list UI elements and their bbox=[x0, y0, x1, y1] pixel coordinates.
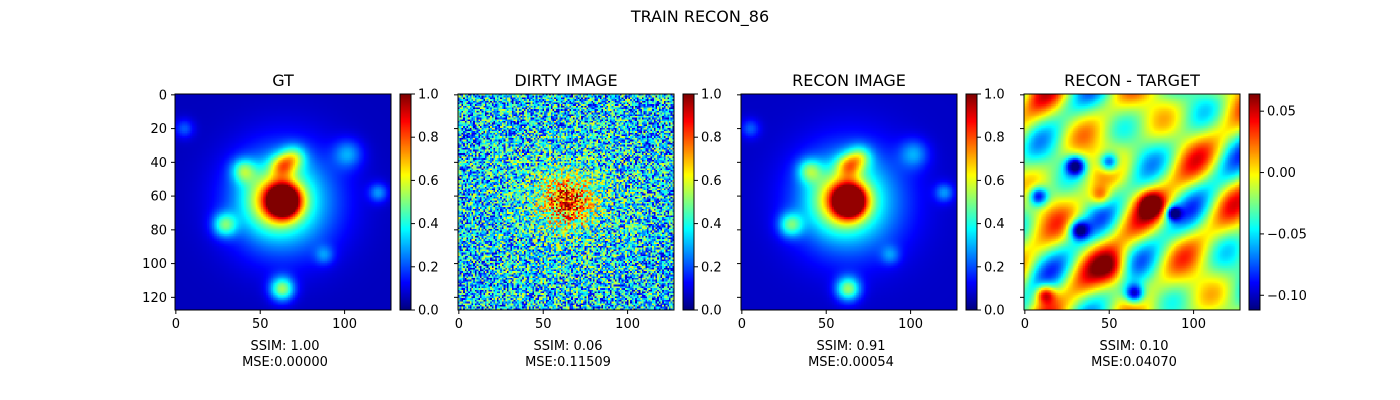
colorbar-frame bbox=[682, 93, 695, 311]
x-tick-label: 0 bbox=[172, 317, 180, 332]
heatmap-image bbox=[458, 94, 674, 310]
y-tick-label: 80 bbox=[150, 223, 167, 238]
panel-title: RECON IMAGE bbox=[792, 71, 906, 90]
axes-frame bbox=[1023, 93, 1241, 311]
colorbar-frame bbox=[399, 93, 412, 311]
colorbar-tick-label: 0.2 bbox=[418, 260, 439, 275]
colorbar-tick-label: 0.8 bbox=[418, 131, 439, 146]
y-tick-label: 120 bbox=[142, 291, 167, 306]
colorbar-tick-label: −0.10 bbox=[1267, 289, 1307, 304]
y-tick-label: 60 bbox=[150, 190, 167, 205]
panel-2: DIRTY IMAGE 0 50 100 0.0 0.2 0.4 0.6 0.8 1.0 SSIM:… bbox=[454, 71, 722, 370]
x-tick-label: 50 bbox=[818, 317, 835, 332]
panel-title: RECON - TARGET bbox=[1064, 71, 1200, 90]
colorbar-tick-label: 0.6 bbox=[984, 174, 1005, 189]
colorbar-frame bbox=[1248, 93, 1261, 311]
axes-frame bbox=[457, 93, 675, 311]
y-tick-label: 20 bbox=[150, 122, 167, 137]
x-tick-label: 100 bbox=[1181, 317, 1206, 332]
heatmap-image bbox=[741, 94, 957, 310]
colorbar-tick-label: 1.0 bbox=[418, 88, 439, 103]
x-tick-label: 100 bbox=[332, 317, 357, 332]
colorbar: 0.05 0.00 −0.05 −0.10 bbox=[1248, 93, 1307, 311]
x-tick-label: 50 bbox=[535, 317, 552, 332]
y-tick-label: 100 bbox=[142, 257, 167, 272]
colorbar-tick-label: 0.00 bbox=[1267, 166, 1296, 181]
figure-title: TRAIN RECON_86 bbox=[630, 7, 769, 27]
mse-label: MSE:0.11509 bbox=[525, 355, 611, 370]
panel-3: RECON IMAGE 0 50 100 0.0 0.2 0.4 0.6 0.8 1.0 SSIM:… bbox=[737, 71, 1005, 370]
axes-frame bbox=[740, 93, 958, 311]
colorbar-tick-label: 0.4 bbox=[418, 217, 439, 232]
colorbar-gradient bbox=[683, 94, 694, 310]
mse-label: MSE:0.00000 bbox=[242, 355, 328, 370]
mse-label: MSE:0.00054 bbox=[808, 355, 894, 370]
colorbar-tick-label: 0.6 bbox=[418, 174, 439, 189]
colorbar-gradient bbox=[400, 94, 411, 310]
x-tick-label: 50 bbox=[1101, 317, 1118, 332]
panel-1: GT 0 50 100 0 20 40 60 80 100 120 0.0 0.2 0.4 0.6 0.8 1.… bbox=[142, 71, 439, 370]
x-tick-label: 0 bbox=[738, 317, 746, 332]
ssim-label: SSIM: 0.10 bbox=[1099, 339, 1168, 354]
colorbar-tick-label: 0.4 bbox=[701, 217, 722, 232]
colorbar-tick-label: 0.0 bbox=[418, 304, 439, 319]
colorbar-tick-label: 0.2 bbox=[984, 260, 1005, 275]
colorbar-tick-label: 1.0 bbox=[984, 88, 1005, 103]
colorbar-tick-label: 0.8 bbox=[701, 131, 722, 146]
x-tick-label: 50 bbox=[252, 317, 269, 332]
heatmap-image bbox=[1024, 94, 1240, 310]
colorbar-tick-label: −0.05 bbox=[1267, 227, 1307, 242]
heatmap-image bbox=[175, 94, 391, 310]
y-tick-label: 40 bbox=[150, 156, 167, 171]
colorbar-tick-label: 0.2 bbox=[701, 260, 722, 275]
axes-frame bbox=[174, 93, 392, 311]
x-tick-label: 0 bbox=[1021, 317, 1029, 332]
colorbar-tick-label: 0.0 bbox=[984, 304, 1005, 319]
colorbar-tick-label: 0.05 bbox=[1267, 105, 1296, 120]
colorbar-tick-label: 0.0 bbox=[701, 304, 722, 319]
colorbar-tick-label: 1.0 bbox=[701, 88, 722, 103]
colorbar-tick-label: 0.8 bbox=[984, 131, 1005, 146]
ssim-label: SSIM: 0.06 bbox=[533, 339, 602, 354]
y-tick-label: 0 bbox=[159, 88, 167, 103]
panels: GT 0 50 100 0 20 40 60 80 100 120 0.0 0.2 0.4 0.6 0.8 1.… bbox=[142, 71, 1307, 370]
ssim-label: SSIM: 1.00 bbox=[250, 339, 319, 354]
ssim-label: SSIM: 0.91 bbox=[816, 339, 885, 354]
x-tick-label: 100 bbox=[898, 317, 923, 332]
colorbar: 0.0 0.2 0.4 0.6 0.8 1.0 bbox=[399, 88, 439, 319]
x-tick-label: 0 bbox=[455, 317, 463, 332]
mse-label: MSE:0.04070 bbox=[1091, 355, 1177, 370]
panel-4: RECON - TARGET 0 50 100 0.05 0.00 −0.05 −0.10 SS… bbox=[1020, 71, 1307, 370]
x-tick-label: 100 bbox=[615, 317, 640, 332]
colorbar-gradient bbox=[1249, 94, 1260, 310]
colorbar-frame bbox=[965, 93, 978, 311]
colorbar: 0.0 0.2 0.4 0.6 0.8 1.0 bbox=[682, 88, 722, 319]
colorbar-tick-label: 0.4 bbox=[984, 217, 1005, 232]
colorbar: 0.0 0.2 0.4 0.6 0.8 1.0 bbox=[965, 88, 1005, 319]
panel-title: DIRTY IMAGE bbox=[514, 71, 617, 90]
panel-title: GT bbox=[272, 71, 294, 90]
colorbar-gradient bbox=[966, 94, 977, 310]
colorbar-tick-label: 0.6 bbox=[701, 174, 722, 189]
